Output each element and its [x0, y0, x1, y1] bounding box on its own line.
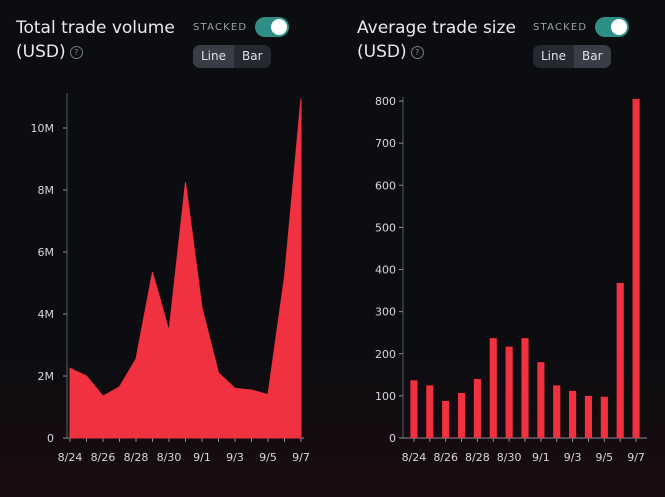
trade-volume-panel: Total trade volume (USD)? STACKED Line B… — [0, 0, 332, 497]
x-tick-label: 8/26 — [433, 451, 458, 464]
bar — [505, 346, 513, 438]
x-tick-label: 8/28 — [465, 451, 490, 464]
toggle-knob — [271, 19, 288, 35]
chart-title: Total trade volume (USD)? — [16, 16, 191, 64]
x-tick-label: 8/24 — [402, 451, 427, 464]
bar — [584, 395, 593, 438]
view-switch: Line Bar — [533, 45, 611, 68]
y-tick-label: 100 — [375, 390, 396, 403]
x-tick-label: 9/5 — [595, 451, 613, 464]
y-tick-label: 200 — [375, 348, 396, 361]
x-tick-label: 8/26 — [91, 451, 116, 464]
x-tick-label: 8/24 — [58, 451, 83, 464]
bar — [410, 380, 418, 438]
chart-title: Average trade size (USD)? — [357, 16, 532, 64]
bar — [537, 362, 545, 438]
bar — [553, 385, 561, 438]
view-bar-button[interactable]: Bar — [574, 45, 611, 68]
y-tick-label: 2M — [38, 370, 55, 383]
y-tick-label: 4M — [38, 308, 55, 321]
x-tick-label: 8/28 — [124, 451, 149, 464]
bar — [632, 98, 640, 439]
view-line-button[interactable]: Line — [193, 45, 235, 68]
y-tick-label: 10M — [31, 122, 55, 135]
y-tick-label: 8M — [38, 184, 55, 197]
y-tick-label: 700 — [375, 137, 396, 150]
bar — [426, 385, 434, 438]
bar — [473, 379, 481, 438]
x-tick-label: 8/30 — [157, 451, 182, 464]
stacked-label: STACKED — [533, 21, 588, 33]
y-tick-label: 300 — [375, 306, 396, 319]
x-tick-label: 9/5 — [259, 451, 277, 464]
view-switch: Line Bar — [193, 45, 271, 68]
avg-trade-size-panel: Average trade size (USD)? STACKED Line B… — [340, 0, 665, 497]
y-tick-label: 800 — [375, 95, 396, 108]
question-circle-icon[interactable]: ? — [410, 45, 424, 59]
bar — [457, 392, 466, 438]
y-tick-label: 400 — [375, 264, 396, 277]
x-tick-label: 9/1 — [532, 451, 550, 464]
question-circle-icon[interactable]: ? — [69, 45, 83, 59]
y-tick-label: 6M — [38, 246, 55, 259]
x-tick-label: 8/30 — [497, 451, 522, 464]
stacked-toggle[interactable] — [255, 17, 290, 37]
chart-title-text: Average trade size (USD) — [357, 18, 516, 62]
stacked-toggle[interactable] — [595, 17, 630, 37]
bar — [600, 396, 608, 438]
chart-title-text: Total trade volume (USD) — [16, 18, 175, 62]
y-tick-label: 0 — [47, 432, 54, 445]
stacked-control: STACKED — [533, 17, 630, 37]
stacked-control: STACKED — [193, 17, 290, 37]
y-tick-label: 600 — [375, 179, 396, 192]
y-tick-label: 0 — [389, 432, 396, 445]
bar — [569, 390, 577, 438]
toggle-knob — [611, 19, 628, 35]
area-series — [69, 98, 302, 439]
bar — [489, 338, 497, 438]
view-line-button[interactable]: Line — [541, 49, 567, 63]
bar — [442, 400, 450, 438]
x-tick-label: 9/7 — [627, 451, 645, 464]
x-tick-label: 9/3 — [226, 451, 244, 464]
x-tick-label: 9/3 — [564, 451, 582, 464]
bar — [521, 338, 529, 438]
view-bar-button[interactable]: Bar — [242, 49, 263, 63]
y-tick-label: 500 — [375, 221, 396, 234]
avg-trade-size-chart: 0 100 200 300 400 500 600 700 800 8/24 8/26 8/28 8/3… — [375, 95, 647, 464]
stacked-label: STACKED — [193, 21, 248, 33]
trade-volume-chart: 0 2M 4M 6M 8M 10M 8/24 8/26 8/28 8/30 9/1 9/3 9/5 9/7 — [31, 93, 310, 464]
x-tick-label: 9/7 — [292, 451, 310, 464]
bar — [616, 282, 624, 438]
x-tick-label: 9/1 — [193, 451, 211, 464]
